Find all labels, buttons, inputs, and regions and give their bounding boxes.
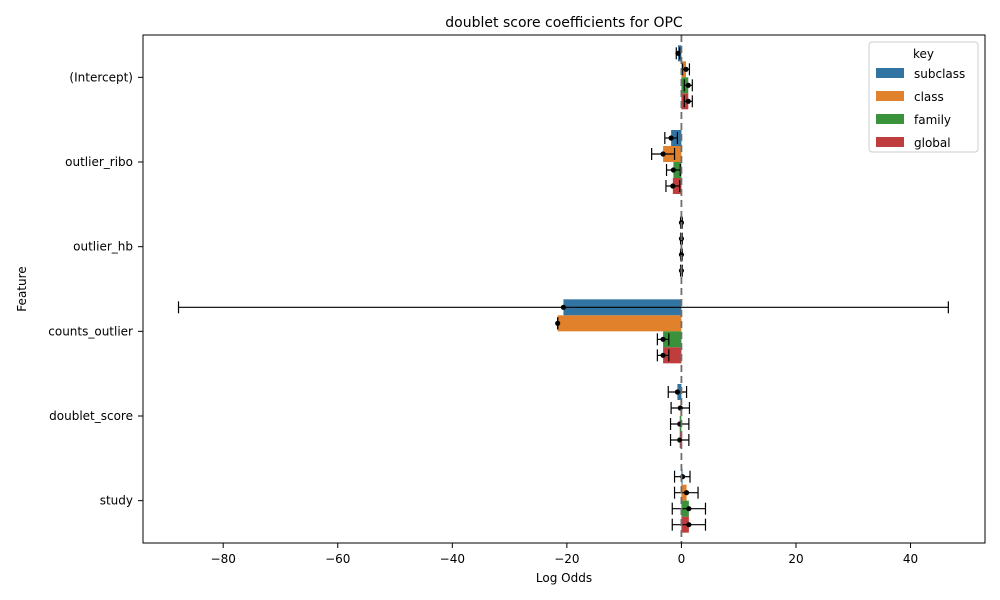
point-class-1: [660, 151, 666, 157]
y-tick-label-2: outlier_hb: [73, 240, 133, 254]
legend-label-subclass: subclass: [914, 67, 965, 81]
point-subclass-4: [674, 389, 681, 395]
point-family-5: [686, 506, 692, 512]
legend-label-family: family: [914, 113, 951, 127]
legend-swatch-subclass: [876, 68, 904, 78]
axes-frame: [142, 34, 986, 544]
legend-swatch-class: [876, 91, 904, 101]
x-tick-label-3: −20: [554, 552, 579, 566]
point-global-4: [677, 437, 683, 443]
point-class-3: [555, 320, 561, 326]
point-global-0: [685, 98, 691, 104]
legend-label-global: global: [914, 136, 951, 150]
bar-class-3: [557, 315, 682, 332]
y-tick-label-5: study: [100, 494, 133, 508]
point-subclass-1: [668, 135, 674, 141]
bar-family-3: [663, 331, 682, 348]
y-axis-title: Feature: [15, 266, 29, 311]
plot-area: −80 −60 −40 −20 0 20 40 (Intercept) outlier_ribo…: [48, 34, 986, 566]
point-class-5: [683, 490, 690, 496]
legend-swatch-family: [876, 114, 904, 124]
y-tick-label-3: counts_outlier: [48, 324, 133, 338]
x-axis-title: Log Odds: [536, 571, 592, 585]
point-subclass-0: [675, 50, 681, 56]
y-tick-label-4: doublet_score: [49, 409, 133, 423]
point-family-2: [678, 252, 685, 258]
x-tick-label-4: 0: [678, 552, 686, 566]
point-family-0: [685, 82, 691, 88]
point-global-1: [670, 183, 676, 189]
point-family-1: [670, 167, 677, 173]
x-tick-label-6: 40: [903, 552, 918, 566]
legend-swatch-global: [876, 137, 904, 147]
point-subclass-3: [560, 304, 567, 310]
point-family-3: [660, 336, 666, 342]
legend-label-class: class: [914, 90, 944, 104]
x-tick-label-2: −40: [440, 552, 465, 566]
point-global-5: [686, 522, 692, 528]
point-global-3: [660, 352, 666, 358]
x-tick-label-1: −60: [325, 552, 350, 566]
x-tick-label-0: −80: [211, 552, 236, 566]
x-tick-label-5: 20: [788, 552, 803, 566]
bar-global-3: [663, 347, 682, 364]
y-tick-label-1: outlier_ribo: [65, 155, 133, 169]
chart-title: doublet score coefficients for OPC: [445, 15, 683, 31]
point-class-0: [683, 66, 689, 72]
y-tick-label-0: (Intercept): [69, 70, 133, 84]
legend-title: key: [913, 47, 934, 61]
legend: key subclass class family global: [868, 41, 979, 153]
